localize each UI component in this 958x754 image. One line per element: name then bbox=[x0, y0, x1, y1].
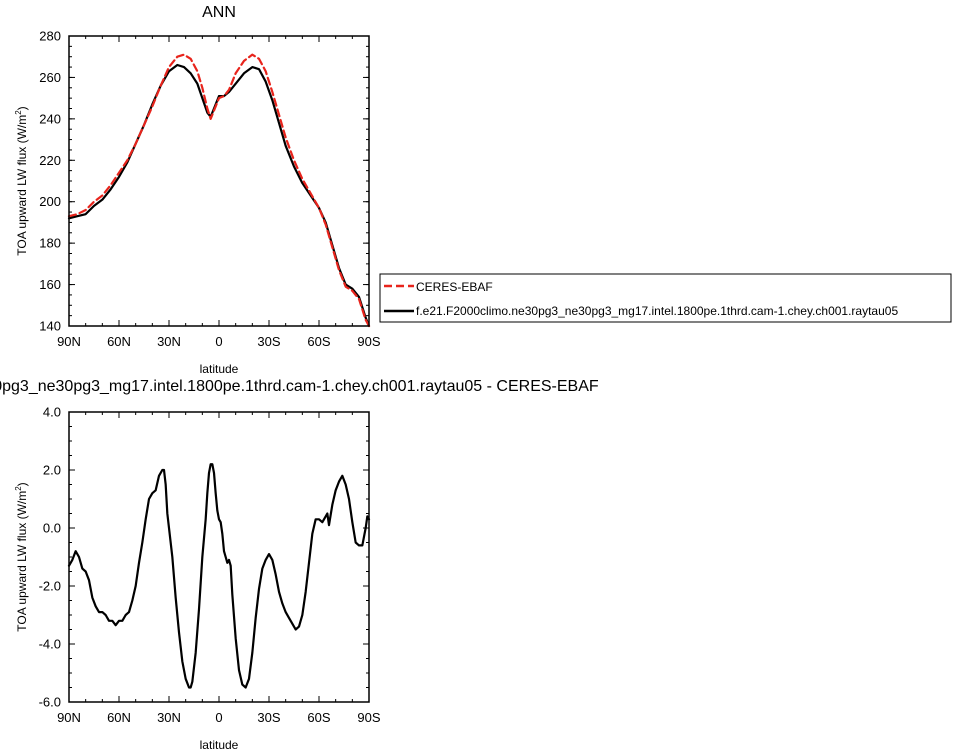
top-y-tick-label: 240 bbox=[39, 111, 61, 126]
top-y-axis-label: TOA upward LW flux (W/m2) bbox=[14, 106, 29, 255]
top-series-line-ceres bbox=[67, 53, 371, 328]
bottom-y-tick-label: 4.0 bbox=[43, 405, 61, 420]
bottom-x-tick-label: 90N bbox=[57, 710, 81, 725]
legend-label-ceres: CERES-EBAF bbox=[416, 280, 493, 294]
top-y-tick-label: 140 bbox=[39, 319, 61, 334]
bottom-panel: f.e21.F2000climo.ne30pg3_ne30pg3_mg17.in… bbox=[0, 378, 599, 752]
bottom-x-tick-label: 60S bbox=[307, 710, 330, 725]
bottom-series-layer bbox=[67, 463, 371, 689]
bottom-tick-layer: 90N 60N 30N 0 30S 60S 90S -6.0 -4.0 -2.0 0.0 2.0 4.0 bbox=[39, 405, 381, 726]
bottom-y-tick-label: -6.0 bbox=[39, 695, 61, 710]
top-x-tick-label: 0 bbox=[215, 334, 222, 349]
top-x-tick-label: 60S bbox=[307, 334, 330, 349]
top-y-tick-label: 220 bbox=[39, 153, 61, 168]
top-y-tick-label: 160 bbox=[39, 277, 61, 292]
bottom-y-axis-label: TOA upward LW flux (W/m2) bbox=[14, 482, 29, 631]
top-series-layer bbox=[67, 53, 371, 328]
top-x-axis-label: latitude bbox=[200, 362, 239, 376]
bottom-x-tick-label: 30N bbox=[157, 710, 181, 725]
top-chart-title: ANN bbox=[202, 4, 236, 21]
top-plot-frame bbox=[68, 35, 370, 327]
bottom-x-tick-label: 60N bbox=[107, 710, 131, 725]
bottom-plot-frame bbox=[68, 411, 370, 703]
legend-box bbox=[379, 273, 952, 323]
top-x-tick-label: 30N bbox=[157, 334, 181, 349]
top-x-tick-label: 60N bbox=[107, 334, 131, 349]
top-panel: ANN 90N 60N 30N 0 30S 60S 90S 140 160 180 200 220 24… bbox=[14, 4, 952, 376]
bottom-y-tick-label: 2.0 bbox=[43, 463, 61, 478]
bottom-y-tick-label: -2.0 bbox=[39, 579, 61, 594]
bottom-series-line-model bbox=[67, 463, 371, 689]
legend-label-model: f.e21.F2000climo.ne30pg3_ne30pg3_mg17.in… bbox=[416, 304, 898, 318]
bottom-x-tick-label: 90S bbox=[357, 710, 380, 725]
top-y-tick-label: 260 bbox=[39, 70, 61, 85]
bottom-y-tick-label: -4.0 bbox=[39, 637, 61, 652]
top-y-tick-label: 200 bbox=[39, 194, 61, 209]
bottom-x-tick-label: 30S bbox=[257, 710, 280, 725]
legend: CERES-EBAF f.e21.F2000climo.ne30pg3_ne30… bbox=[379, 273, 952, 323]
top-tick-layer: 90N 60N 30N 0 30S 60S 90S 140 160 180 200 220 240 260… bbox=[39, 29, 381, 350]
bottom-x-axis-label: latitude bbox=[200, 738, 239, 752]
bottom-x-tick-label: 0 bbox=[215, 710, 222, 725]
top-x-tick-label: 90N bbox=[57, 334, 81, 349]
top-y-tick-label: 180 bbox=[39, 236, 61, 251]
bottom-chart-title: f.e21.F2000climo.ne30pg3_ne30pg3_mg17.in… bbox=[0, 378, 599, 395]
top-x-tick-label: 90S bbox=[357, 334, 380, 349]
top-series-line-model bbox=[67, 63, 371, 328]
top-y-tick-label: 280 bbox=[39, 29, 61, 44]
bottom-y-tick-label: 0.0 bbox=[43, 521, 61, 536]
top-x-tick-label: 30S bbox=[257, 334, 280, 349]
